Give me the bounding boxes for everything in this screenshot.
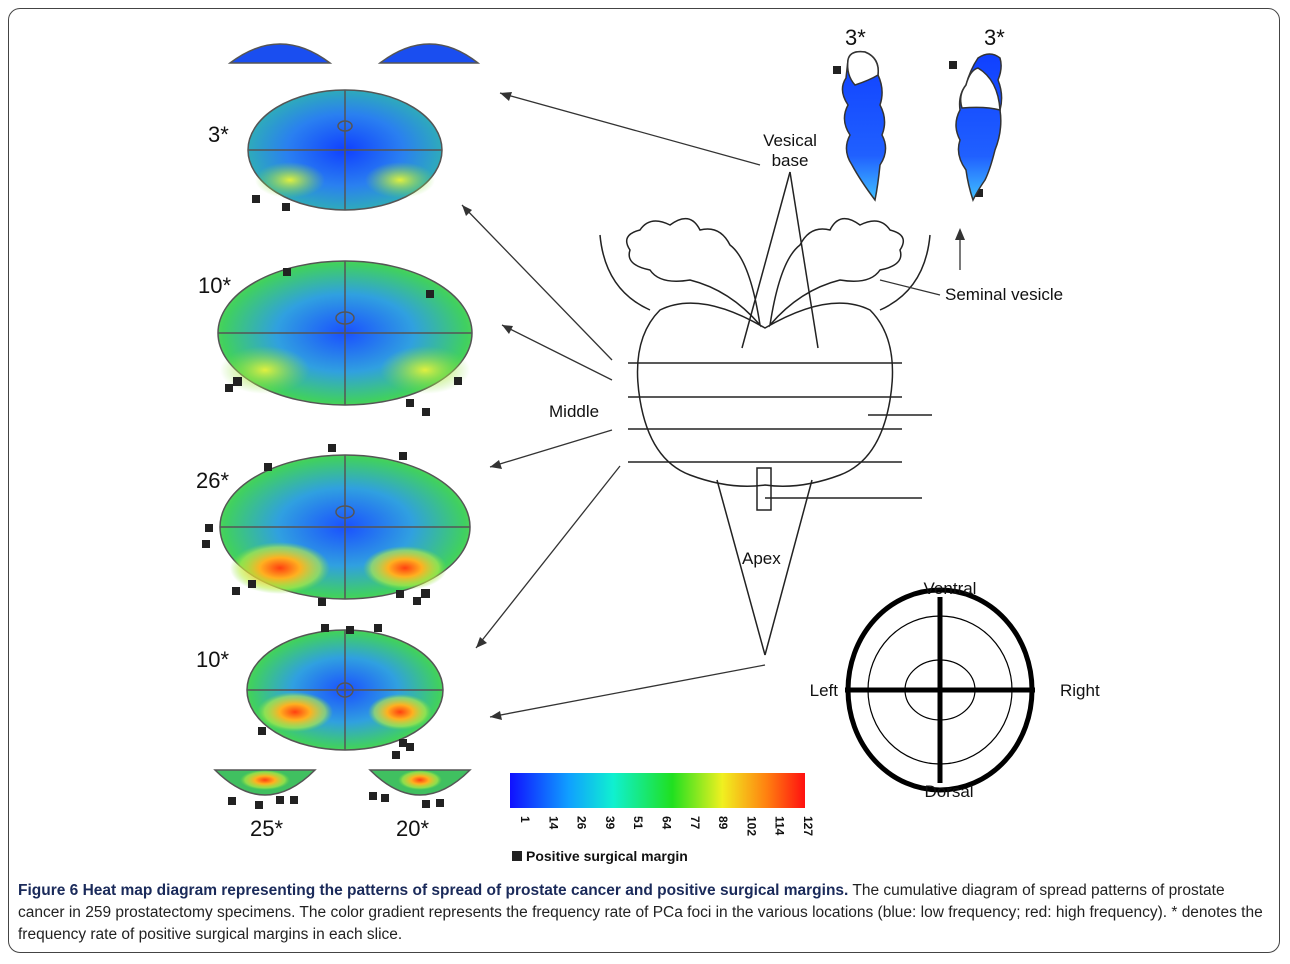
middle: Middle: [549, 402, 599, 421]
slice-label: 20*: [396, 816, 429, 841]
slice-label: 10*: [198, 273, 231, 298]
colorbar-tick-label: 1: [518, 816, 532, 823]
heat-slices: [215, 44, 478, 795]
colorbar-tick-label: 102: [744, 816, 758, 836]
caption-title: Figure 6 Heat map diagram representing t…: [18, 882, 848, 899]
ventral: Ventral: [924, 579, 977, 598]
colorbar-tick-label: 114: [773, 816, 787, 836]
page: 3* 10* 26* 10* 25* 20* 3* 3* Vesicalbase…: [0, 0, 1290, 964]
slice-label: 3*: [208, 122, 229, 147]
colorbar-tick-label: 77: [688, 816, 702, 830]
prostate-diagram: [462, 92, 965, 720]
colorbar-tick-label: 14: [546, 816, 560, 830]
colorbar: [510, 773, 805, 808]
seminal-vesicle-heat: [842, 52, 1001, 200]
slice-label: 10*: [196, 647, 229, 672]
slice-label: 25*: [250, 816, 283, 841]
apex: Apex: [742, 549, 781, 568]
colorbar-tick-label: 64: [660, 816, 674, 830]
colorbar-tick-label: 89: [716, 816, 730, 830]
seminal-label: 3*: [984, 25, 1005, 50]
colorbar-tick-label: 26: [575, 816, 589, 830]
right: Right: [1060, 681, 1100, 700]
caption: Figure 6 Heat map diagram representing t…: [18, 880, 1268, 946]
left: Left: [810, 681, 839, 700]
dorsal: Dorsal: [924, 782, 973, 801]
slice-label: 26*: [196, 468, 229, 493]
orientation-diagram: [845, 590, 1035, 790]
colorbar-tick-label: 127: [801, 816, 815, 836]
seminal-label: 3*: [845, 25, 866, 50]
colorbar-tick-label: 39: [603, 816, 617, 830]
seminal-vesicle: Seminal vesicle: [945, 285, 1063, 304]
legend-text: Positive surgical margin: [526, 848, 688, 864]
colorbar-tick-label: 51: [631, 816, 645, 830]
